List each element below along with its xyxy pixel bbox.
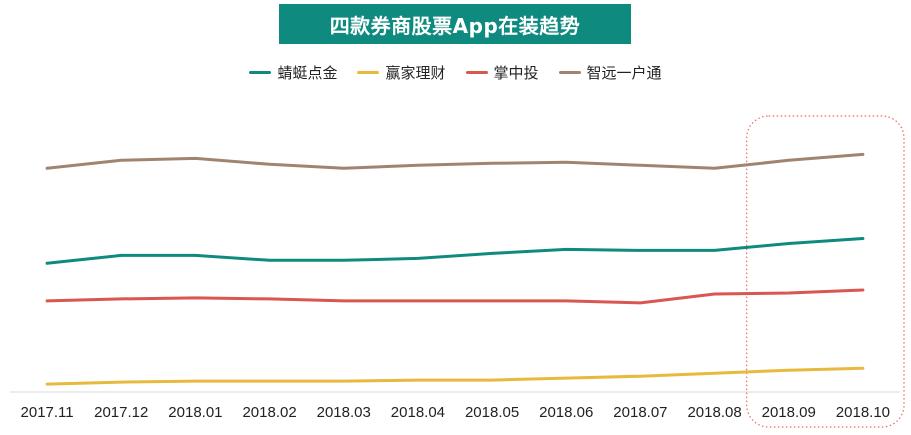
x-tick-label: 2018.06: [539, 404, 593, 421]
series-layer: [45, 152, 865, 386]
x-tick-label: 2018.08: [687, 404, 741, 421]
legend-item: 智远一户通: [558, 62, 662, 83]
legend-item: 赢家理财: [357, 62, 446, 83]
x-tick-label: 2018.09: [762, 404, 816, 421]
legend-label: 蜻蜓点金: [277, 63, 338, 82]
legend-swatch: [249, 70, 272, 74]
x-tick-label: 2018.07: [613, 404, 667, 421]
legend-item: 掌中投: [465, 62, 539, 83]
legend-item: 蜻蜓点金: [249, 62, 337, 83]
chart-title: 四款券商股票App在装趋势: [279, 4, 631, 44]
highlight-box: [746, 115, 905, 428]
legend-swatch: [558, 70, 581, 74]
x-tick-label: 2018.03: [317, 404, 371, 421]
x-tick-label: 2018.10: [836, 404, 890, 421]
x-tick-label: 2018.02: [242, 404, 296, 421]
legend-swatch: [465, 70, 488, 74]
series-line-2: [45, 288, 865, 305]
legend-swatch: [357, 70, 380, 74]
series-line-0: [45, 237, 865, 265]
x-tick-label: 2018.05: [465, 404, 519, 421]
x-tick-label: 2018.01: [168, 404, 222, 421]
x-tick-label: 2018.04: [391, 404, 445, 421]
x-tick-labels: 2017.11 2017.12 2018.01 2018.02 2018.03 2018.…: [21, 404, 891, 421]
highlight-layer: [746, 115, 905, 428]
legend-label: 掌中投: [493, 63, 539, 82]
legend-label: 赢家理财: [385, 63, 446, 82]
legend: 蜻蜓点金 赢家理财 掌中投 智远一户通: [0, 60, 911, 84]
x-tick-label: 2017.12: [94, 404, 148, 421]
series-line-1: [45, 366, 865, 386]
x-tick-label: 2017.11: [21, 404, 74, 421]
legend-label: 智远一户通: [586, 63, 662, 82]
series-line-3: [45, 152, 865, 170]
